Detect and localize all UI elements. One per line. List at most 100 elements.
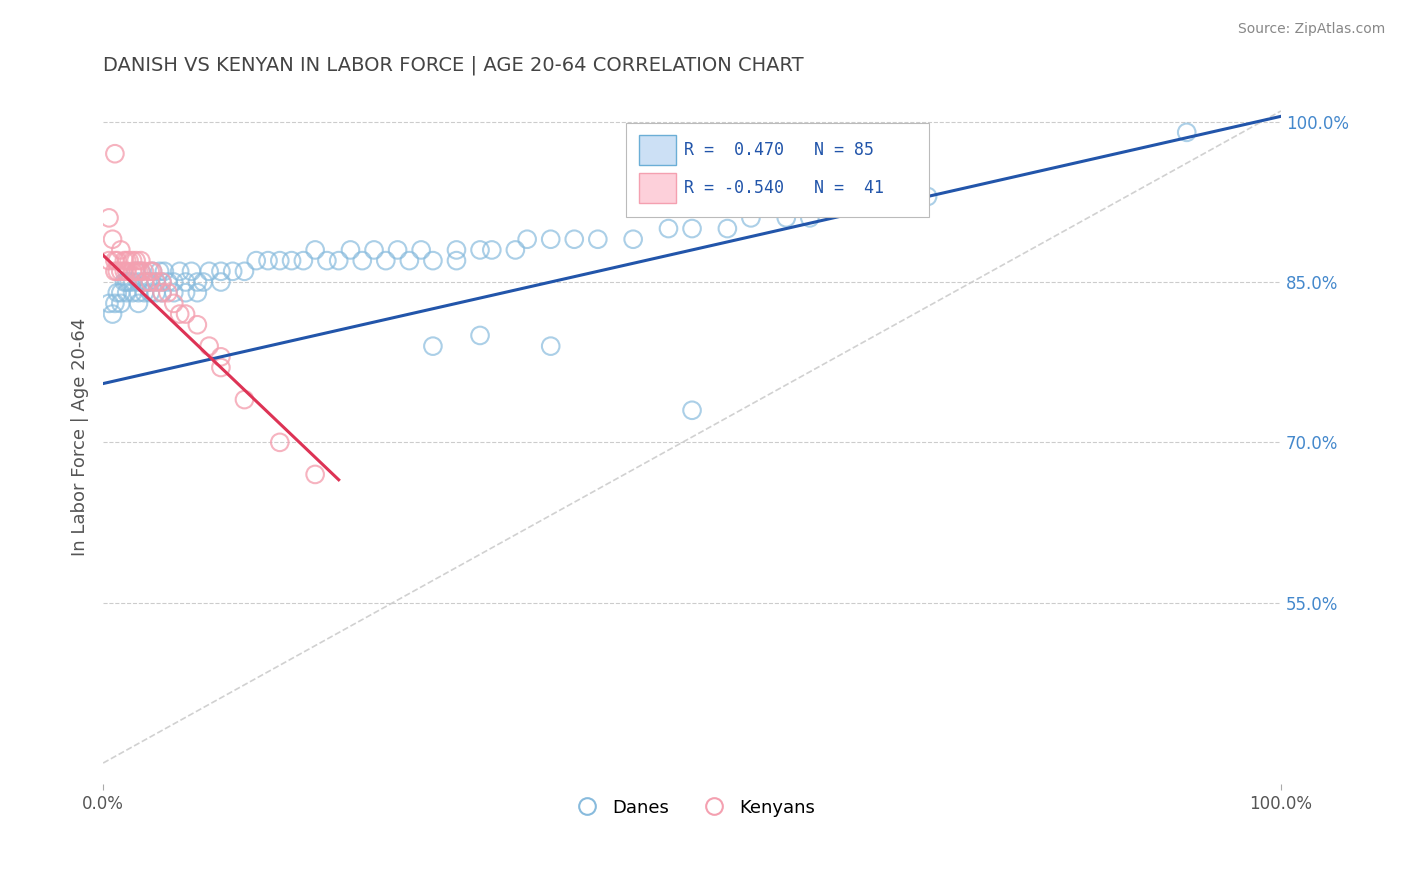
Point bbox=[328, 253, 350, 268]
Point bbox=[586, 232, 609, 246]
Point bbox=[169, 264, 191, 278]
Point bbox=[139, 285, 162, 300]
Point bbox=[121, 264, 143, 278]
Point bbox=[740, 211, 762, 225]
Point bbox=[221, 264, 243, 278]
Point bbox=[127, 264, 149, 278]
Point bbox=[104, 264, 127, 278]
Point bbox=[917, 189, 939, 203]
Point bbox=[387, 243, 409, 257]
Point bbox=[98, 211, 121, 225]
Point bbox=[129, 264, 152, 278]
Point bbox=[127, 285, 149, 300]
Point bbox=[174, 275, 197, 289]
Point bbox=[134, 285, 156, 300]
Point bbox=[110, 285, 132, 300]
Point bbox=[112, 264, 135, 278]
Point bbox=[104, 146, 127, 161]
Point bbox=[163, 285, 186, 300]
Point bbox=[134, 264, 156, 278]
Point bbox=[858, 200, 880, 214]
Point bbox=[169, 307, 191, 321]
Point bbox=[446, 253, 468, 268]
Point bbox=[233, 392, 256, 407]
Point bbox=[304, 243, 326, 257]
Point bbox=[127, 275, 149, 289]
Point bbox=[398, 253, 420, 268]
Point bbox=[110, 296, 132, 310]
Point bbox=[339, 243, 361, 257]
Point bbox=[112, 253, 135, 268]
Point bbox=[304, 467, 326, 482]
Point bbox=[142, 264, 165, 278]
Text: Source: ZipAtlas.com: Source: ZipAtlas.com bbox=[1237, 22, 1385, 37]
Point bbox=[775, 211, 797, 225]
Point bbox=[134, 275, 156, 289]
Point bbox=[233, 264, 256, 278]
Point bbox=[209, 350, 232, 364]
Point bbox=[115, 275, 138, 289]
Point bbox=[105, 253, 128, 268]
Point bbox=[150, 275, 173, 289]
Point bbox=[411, 243, 433, 257]
Point bbox=[129, 253, 152, 268]
Point bbox=[98, 296, 121, 310]
Point bbox=[150, 275, 173, 289]
Point bbox=[115, 253, 138, 268]
Point bbox=[186, 275, 208, 289]
Point bbox=[118, 253, 141, 268]
Point bbox=[209, 275, 232, 289]
Point bbox=[125, 264, 148, 278]
Point bbox=[562, 232, 585, 246]
Point bbox=[127, 296, 149, 310]
Point bbox=[139, 264, 162, 278]
Point bbox=[186, 285, 208, 300]
Point bbox=[893, 200, 915, 214]
Point bbox=[134, 275, 156, 289]
Point bbox=[540, 232, 562, 246]
Point bbox=[257, 253, 280, 268]
Point bbox=[156, 285, 179, 300]
Point bbox=[186, 318, 208, 332]
Point bbox=[468, 243, 491, 257]
Point bbox=[150, 285, 173, 300]
Point bbox=[153, 264, 176, 278]
Point bbox=[125, 253, 148, 268]
Point bbox=[209, 264, 232, 278]
Point bbox=[104, 296, 127, 310]
Point bbox=[198, 264, 221, 278]
Point bbox=[1175, 125, 1198, 139]
Point bbox=[280, 253, 302, 268]
Point bbox=[174, 285, 197, 300]
Point bbox=[142, 264, 165, 278]
Point bbox=[681, 221, 703, 235]
Point bbox=[422, 253, 444, 268]
Point bbox=[121, 253, 143, 268]
Point bbox=[129, 264, 152, 278]
Point bbox=[163, 296, 186, 310]
Legend: Danes, Kenyans: Danes, Kenyans bbox=[561, 791, 823, 824]
Point bbox=[98, 253, 121, 268]
Point bbox=[422, 339, 444, 353]
Point bbox=[112, 275, 135, 289]
Point bbox=[481, 243, 503, 257]
Point bbox=[163, 275, 186, 289]
Point bbox=[363, 243, 385, 257]
Y-axis label: In Labor Force | Age 20-64: In Labor Force | Age 20-64 bbox=[72, 318, 89, 556]
Point bbox=[505, 243, 527, 257]
Point bbox=[105, 264, 128, 278]
Point bbox=[121, 285, 143, 300]
Point bbox=[657, 221, 679, 235]
Point bbox=[374, 253, 396, 268]
Point bbox=[245, 253, 267, 268]
Point bbox=[105, 285, 128, 300]
Point bbox=[799, 211, 821, 225]
Point bbox=[446, 243, 468, 257]
Point bbox=[101, 307, 124, 321]
Point bbox=[269, 435, 291, 450]
Point bbox=[292, 253, 315, 268]
Point bbox=[468, 328, 491, 343]
Point bbox=[145, 275, 167, 289]
Point bbox=[115, 285, 138, 300]
Text: R = -0.540   N =  41: R = -0.540 N = 41 bbox=[685, 179, 884, 197]
